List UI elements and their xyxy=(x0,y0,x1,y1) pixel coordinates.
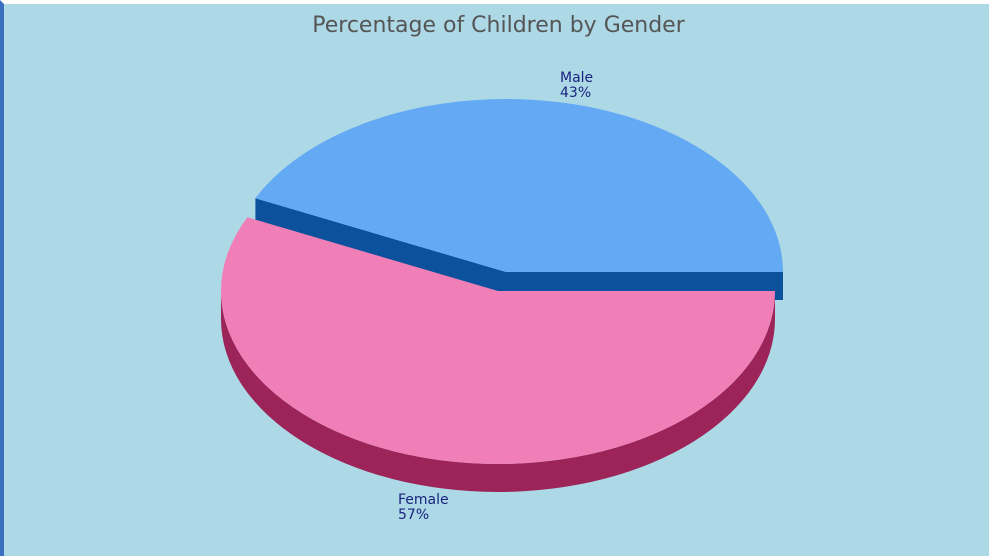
pie-slice-male[interactable] xyxy=(255,99,783,273)
slice-label-female: Female 57% xyxy=(398,492,449,523)
chart-title: Percentage of Children by Gender xyxy=(312,13,685,38)
pie-slice-female[interactable] xyxy=(221,217,776,465)
slice-label-male: Male 43% xyxy=(560,70,593,101)
slice-label-female-name: Female xyxy=(398,492,449,508)
slice-label-male-name: Male xyxy=(560,70,593,86)
slice-label-female-value: 57% xyxy=(398,507,429,523)
pie-slice-female-group xyxy=(221,217,776,492)
slice-label-male-value: 43% xyxy=(560,85,591,101)
pie-slice-female-side xyxy=(221,291,775,492)
pie-slice-male-side-back xyxy=(255,198,506,300)
